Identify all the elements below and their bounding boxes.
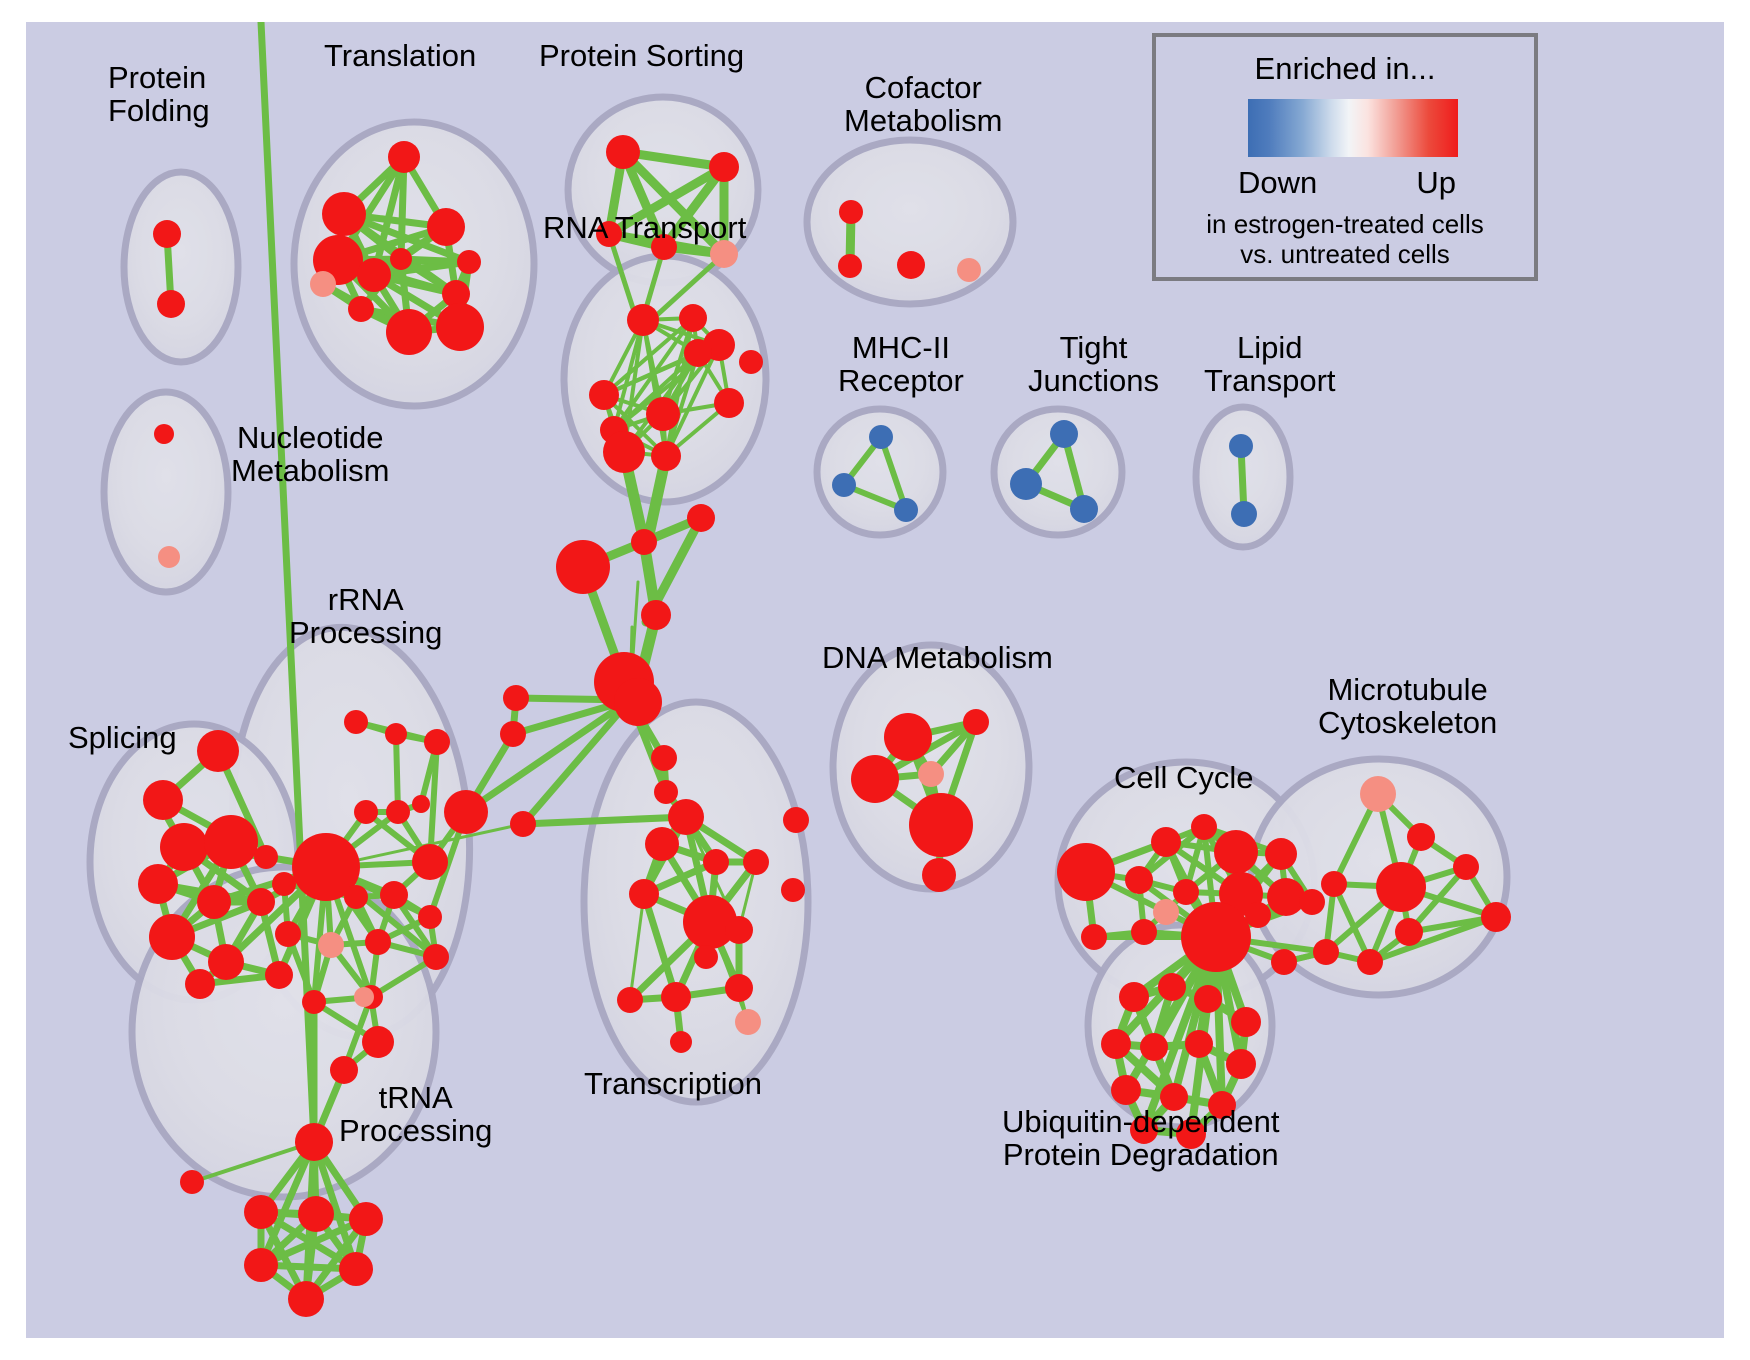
legend-caption: in estrogen-treated cells vs. untreated c… [1156,209,1534,269]
cluster-label-translation: Translation [324,38,477,73]
cluster-label-protein-folding: Protein Folding [108,60,210,128]
nodes-tight-junctions [1010,420,1098,523]
nodes-microtubule-cytoskeleton [1313,776,1511,975]
nodes-rrna-processing [272,710,450,1084]
legend-low-label: Down [1238,165,1318,200]
nodes-translation [310,141,484,355]
nodes-trna-processing [180,1123,383,1317]
cluster-label-mhc-ii-receptor: MHC-II Receptor [838,330,964,398]
legend-caption-line1: in estrogen-treated cells [1206,209,1484,239]
cluster-label-rna-transport: RNA Transport [543,210,747,245]
edges-protein-sorting [604,147,729,328]
network-plot-area: .blob{fill:url(#blobg);stroke:#a9a8c2;st… [26,22,1724,1338]
cluster-label-tight-junctions: Tight Junctions [1028,330,1159,398]
nodes-cell-cycle [1057,814,1325,975]
cluster-label-cofactor-metabolism: Cofactor Metabolism [844,70,1003,138]
nodes-protein-sorting [596,135,739,268]
nodes-lipid-transport [1229,434,1257,527]
cluster-blob-nucleotide-metabolism [100,388,232,596]
nodes-protein-folding [153,220,185,318]
cluster-label-microtubule-cytoskeleton: Microtubule Cytoskeleton [1318,672,1498,740]
nodes-cofactor-metabolism [838,200,981,282]
cluster-label-dna-metabolism: DNA Metabolism [822,640,1053,675]
nodes-dna-metabolism [851,709,989,892]
nodes-central-chain [444,504,715,837]
nodes-splicing [138,730,293,999]
nodes-rna-transport [589,304,763,473]
cluster-label-nucleotide-metabolism: Nucleotide Metabolism [231,420,390,488]
cluster-label-transcription: Transcription [584,1066,763,1101]
nodes-transcription [617,799,809,1053]
cluster-label-lipid-transport: Lipid Transport [1204,330,1336,398]
nodes-nucleotide-metabolism [154,424,180,568]
legend-color-gradient-bar [1248,99,1458,157]
legend-high-label: Up [1416,165,1456,200]
cluster-label-rrna-processing: rRNA Processing [289,582,443,650]
cluster-label-protein-sorting: Protein Sorting [539,38,745,73]
nodes-ubiquitin-protein-degradation [1101,973,1261,1149]
network-graph: .blob{fill:url(#blobg);stroke:#a9a8c2;st… [86,22,1511,1317]
legend-panel: Enriched in... Down Up in estrogen-treat… [1152,33,1538,281]
cluster-label-splicing: Splicing [68,720,177,755]
cluster-blob-protein-folding [120,168,242,366]
cluster-blob-cofactor-metabolism [803,136,1017,308]
legend-caption-line2: vs. untreated cells [1240,239,1450,270]
cluster-label-trna-processing: tRNA Processing [339,1080,493,1148]
cluster-label-ubiquitin-protein-degradation: Ubiquitin-dependent Protein Degradation [1002,1104,1280,1172]
cluster-label-cell-cycle: Cell Cycle [1114,760,1254,795]
cluster-blob-trna-processing [128,863,440,1201]
legend-title: Enriched in... [1254,51,1436,86]
nodes-mhc-ii-receptor [832,425,918,522]
